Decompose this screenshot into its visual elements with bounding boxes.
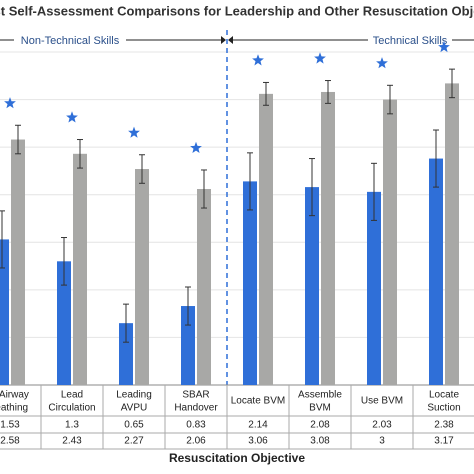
table-value: 2.38 bbox=[434, 420, 454, 431]
bar bbox=[445, 83, 459, 385]
significance-star bbox=[128, 126, 140, 138]
bar bbox=[259, 93, 273, 385]
significance-star bbox=[4, 97, 16, 109]
table-value: 2.43 bbox=[62, 436, 82, 447]
table-value: 2.03 bbox=[372, 420, 392, 431]
bar bbox=[429, 158, 443, 385]
bar bbox=[367, 191, 381, 385]
bar bbox=[181, 306, 195, 385]
bar bbox=[0, 239, 9, 385]
table-value: 2.06 bbox=[186, 436, 206, 447]
table-value: 2.08 bbox=[310, 420, 330, 431]
bar bbox=[135, 169, 149, 385]
significance-star bbox=[438, 40, 450, 53]
bar bbox=[305, 187, 319, 385]
significance-star bbox=[314, 52, 326, 64]
table-value: 1.53 bbox=[0, 420, 20, 431]
group-label-bg bbox=[368, 33, 452, 47]
group-label-bg bbox=[14, 33, 126, 47]
bar bbox=[73, 153, 87, 385]
x-tick-label: Leading bbox=[116, 390, 152, 401]
group-label: Technical Skills bbox=[373, 35, 448, 47]
table-value: 2.27 bbox=[124, 436, 144, 447]
x-tick-label: Locate bbox=[429, 390, 459, 401]
significance-star bbox=[190, 141, 202, 153]
chart-title: st Self-Assessment Comparisons for Leade… bbox=[0, 3, 474, 18]
table-value: 3.06 bbox=[248, 436, 268, 447]
bar bbox=[57, 261, 71, 385]
table-value: 1.3 bbox=[65, 420, 79, 431]
x-tick-label: reathing bbox=[0, 403, 28, 414]
x-tick-label: Circulation bbox=[48, 403, 95, 414]
arrow-head bbox=[228, 36, 233, 44]
bar bbox=[119, 323, 133, 385]
table-value: 3 bbox=[379, 436, 385, 447]
x-tick-label: AVPU bbox=[121, 403, 148, 414]
table-value: 3.08 bbox=[310, 436, 330, 447]
x-tick-label: Suction bbox=[427, 403, 460, 414]
x-tick-label: BVM bbox=[309, 403, 331, 414]
x-tick-label: SBAR bbox=[182, 390, 209, 401]
significance-star bbox=[66, 111, 78, 123]
table-value: 2.58 bbox=[0, 436, 20, 447]
table-value: 3.17 bbox=[434, 436, 454, 447]
significance-star bbox=[252, 54, 264, 66]
table-value: 0.83 bbox=[186, 420, 206, 431]
bar bbox=[11, 139, 25, 385]
bar bbox=[383, 99, 397, 386]
x-axis-label: Resuscitation Objective bbox=[169, 451, 305, 465]
x-tick-label: Handover bbox=[174, 403, 218, 414]
x-tick-label: Locate BVM bbox=[231, 396, 285, 407]
bar bbox=[243, 181, 257, 385]
table-value: 0.65 bbox=[124, 420, 144, 431]
x-tick-label: Lead bbox=[61, 390, 83, 401]
x-tick-label: Use BVM bbox=[361, 396, 403, 407]
significance-star bbox=[376, 57, 388, 69]
bar bbox=[197, 189, 211, 385]
group-label: Non-Technical Skills bbox=[21, 35, 120, 47]
arrow-head bbox=[221, 36, 226, 44]
x-tick-label: Assemble bbox=[298, 390, 342, 401]
table-value: 2.14 bbox=[248, 420, 268, 431]
x-tick-label: d Airway bbox=[0, 390, 29, 401]
bar bbox=[321, 91, 335, 386]
